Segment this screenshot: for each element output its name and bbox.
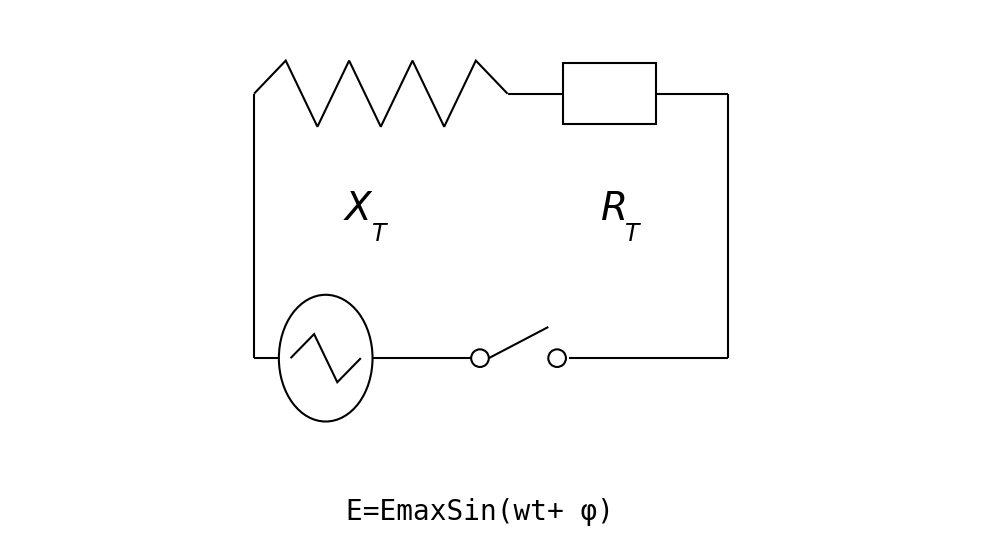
Text: $R$: $R$ [600, 191, 625, 228]
Bar [563, 63, 656, 124]
Circle shape [471, 349, 489, 367]
Circle shape [548, 349, 566, 367]
Ellipse shape [279, 295, 372, 422]
Text: $T$: $T$ [371, 223, 389, 246]
Text: $T$: $T$ [625, 223, 642, 246]
Text: $X$: $X$ [344, 191, 374, 228]
Text: E=EmaxSin(wt+ φ): E=EmaxSin(wt+ φ) [346, 499, 614, 526]
